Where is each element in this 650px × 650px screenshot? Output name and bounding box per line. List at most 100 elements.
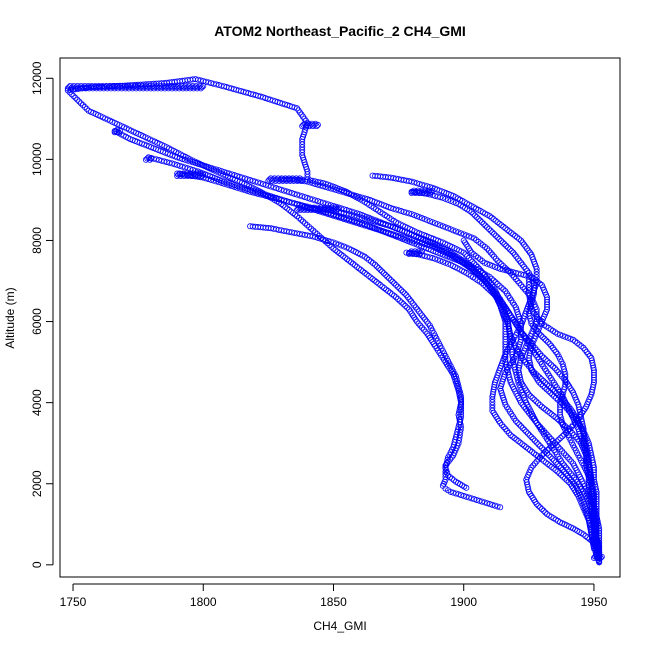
data-point bbox=[460, 492, 467, 499]
data-point bbox=[422, 316, 429, 323]
data-point bbox=[567, 409, 574, 416]
data-point bbox=[244, 176, 251, 183]
data-point bbox=[366, 217, 373, 224]
data-point bbox=[541, 335, 548, 342]
x-tick-label: 1750 bbox=[60, 595, 87, 609]
data-point bbox=[325, 184, 332, 191]
data-point bbox=[546, 434, 553, 441]
data-point bbox=[530, 435, 537, 442]
data-point bbox=[515, 438, 522, 445]
data-point bbox=[548, 436, 555, 443]
data-point bbox=[516, 257, 523, 264]
data-point bbox=[174, 154, 181, 161]
data-point bbox=[553, 438, 560, 445]
data-point bbox=[496, 220, 503, 227]
data-point bbox=[465, 233, 472, 240]
data-point bbox=[308, 225, 315, 232]
data-point bbox=[521, 332, 528, 339]
data-point bbox=[518, 399, 525, 406]
data-point bbox=[557, 464, 564, 471]
data-point bbox=[580, 344, 587, 351]
y-tick-label: 0 bbox=[30, 561, 44, 568]
data-point bbox=[377, 282, 384, 289]
data-point bbox=[338, 242, 345, 249]
data-point bbox=[533, 501, 540, 508]
data-point bbox=[497, 298, 504, 305]
data-point bbox=[322, 237, 329, 244]
data-point bbox=[500, 286, 507, 293]
data-point bbox=[494, 264, 501, 271]
data-point bbox=[540, 450, 547, 457]
data-point bbox=[561, 431, 568, 438]
data-point bbox=[442, 259, 449, 266]
data-point bbox=[424, 217, 431, 224]
data-point bbox=[502, 425, 509, 432]
data-point bbox=[284, 205, 291, 212]
data-point bbox=[221, 180, 228, 187]
data-point bbox=[519, 441, 526, 448]
data-point bbox=[550, 363, 557, 370]
data-point bbox=[338, 251, 345, 258]
data-point bbox=[463, 259, 470, 266]
data-point bbox=[489, 399, 496, 406]
data-point bbox=[557, 371, 564, 378]
data-point bbox=[488, 288, 495, 295]
data-point bbox=[228, 183, 235, 190]
data-point bbox=[516, 235, 523, 242]
data-point bbox=[450, 477, 457, 484]
data-point bbox=[512, 232, 519, 239]
data-point bbox=[516, 280, 523, 287]
data-point bbox=[330, 186, 337, 193]
data-point bbox=[484, 245, 491, 252]
data-point bbox=[522, 405, 529, 412]
data-point bbox=[455, 229, 462, 236]
data-point bbox=[544, 408, 551, 415]
data-point bbox=[500, 302, 507, 309]
data-point bbox=[400, 208, 407, 215]
data-point bbox=[525, 391, 532, 398]
data-point bbox=[542, 356, 549, 363]
data-point bbox=[304, 178, 311, 185]
data-point bbox=[543, 386, 550, 393]
data-point bbox=[514, 419, 521, 426]
data-point bbox=[570, 413, 577, 420]
data-point bbox=[538, 452, 545, 459]
data-point bbox=[491, 231, 498, 238]
data-point bbox=[598, 553, 605, 560]
data-point bbox=[527, 393, 534, 400]
data-point bbox=[359, 194, 366, 201]
data-point bbox=[452, 490, 459, 497]
data-point bbox=[562, 333, 569, 340]
data-point bbox=[226, 182, 233, 189]
data-point bbox=[525, 284, 532, 291]
data-point bbox=[439, 223, 446, 230]
data-point bbox=[539, 425, 546, 432]
data-point bbox=[176, 155, 183, 162]
data-point bbox=[168, 160, 175, 167]
data-point bbox=[533, 398, 540, 405]
data-point bbox=[537, 443, 544, 450]
data-point bbox=[566, 425, 573, 432]
data-point bbox=[270, 184, 277, 191]
data-point bbox=[551, 440, 558, 447]
data-point bbox=[485, 225, 492, 232]
data-point bbox=[561, 450, 568, 457]
data-point bbox=[564, 454, 571, 461]
data-point bbox=[496, 259, 503, 266]
data-point bbox=[412, 304, 419, 311]
data-point bbox=[76, 98, 83, 105]
data-point bbox=[348, 191, 355, 198]
data-point bbox=[546, 462, 553, 469]
data-point bbox=[525, 445, 532, 452]
data-point bbox=[559, 433, 566, 440]
data-point bbox=[537, 401, 544, 408]
data-point bbox=[537, 423, 544, 430]
data-point bbox=[554, 396, 561, 403]
data-point bbox=[316, 232, 323, 239]
data-point bbox=[486, 261, 493, 268]
data-point bbox=[494, 234, 501, 241]
data-point bbox=[501, 241, 508, 248]
data-point bbox=[549, 391, 556, 398]
data-point bbox=[411, 179, 418, 186]
data-point bbox=[335, 241, 342, 248]
